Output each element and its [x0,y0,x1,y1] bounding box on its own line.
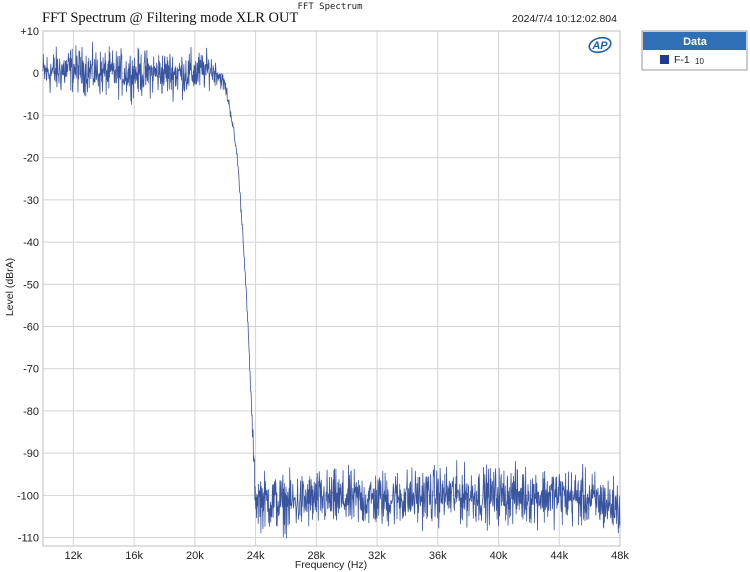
legend-swatch-f-1 [660,55,669,64]
y-tick-label: -90 [23,448,39,460]
x-tick-label: 32k [368,550,386,562]
x-tick-label: 36k [429,550,447,562]
x-axis-label: Frequency (Hz) [295,559,367,571]
y-tick-label: -10 [23,110,39,122]
window-title: FFT Spectrum [297,2,362,12]
x-tick-label: 28k [307,550,325,562]
x-tick-label: 16k [125,550,143,562]
plot-area [43,31,620,546]
y-axis-ticks: +10 0 -10 -20 -30 -40 -50 -60 -70 -80 -90 -100 -110 [17,26,39,545]
y-tick-label: -50 [23,279,39,291]
chart-title: FFT Spectrum @ Filtering mode XLR OUT [42,10,298,26]
legend-sublabel-f-1: 10 [695,57,704,66]
legend-header-label: Data [683,36,708,48]
legend: Data F-1 10 [641,30,748,71]
plot-border [42,30,621,547]
x-tick-label: 12k [64,550,82,562]
timestamp: 2024/7/4 10:12:02.804 [512,13,617,25]
x-tick-label: 20k [186,550,204,562]
y-tick-label: -30 [23,195,39,207]
legend-label-f-1: F-1 [674,54,690,66]
x-tick-label: 48k [611,550,629,562]
y-tick-label: 0 [33,68,39,80]
y-tick-label: -80 [23,406,39,418]
y-tick-label: -100 [17,490,39,502]
y-tick-label: -110 [18,533,39,545]
ap-logo: AP [588,36,612,54]
ap-logo-text: AP [591,40,608,52]
y-axis-label: Level (dBrA) [4,258,16,316]
x-tick-label: 44k [550,550,568,562]
legend-header [643,32,746,50]
y-tick-label: -60 [23,321,39,333]
y-tick-label: -70 [23,364,39,376]
series-f-1 [42,41,621,539]
x-axis-ticks: 12k 16k 20k 24k 28k 32k 36k 40k 44k 48k [64,550,629,562]
trace-line-f-1 [42,41,621,539]
x-tick-label: 40k [490,550,508,562]
y-tick-label: -20 [23,153,39,165]
y-tick-label: +10 [20,26,39,38]
y-tick-label: -40 [23,237,39,249]
x-tick-label: 24k [247,550,265,562]
